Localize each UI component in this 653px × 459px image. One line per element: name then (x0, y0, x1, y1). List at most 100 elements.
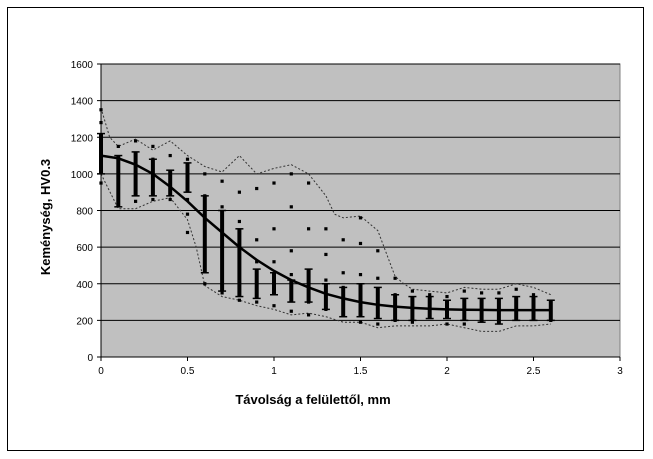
x-tick-label: 3 (617, 366, 623, 377)
data-point (237, 190, 241, 194)
data-point (497, 305, 501, 310)
data-point (462, 313, 466, 317)
data-point (203, 194, 207, 198)
data-point (480, 304, 484, 308)
data-point (237, 298, 241, 302)
data-point (497, 318, 501, 322)
data-point (341, 313, 345, 317)
data-point (445, 294, 449, 299)
data-point (289, 272, 293, 277)
y-tick-label: 1400 (71, 97, 94, 108)
data-point (549, 309, 553, 313)
data-point (272, 227, 276, 231)
data-point (203, 238, 207, 242)
y-tick-label: 800 (76, 207, 93, 218)
data-point (376, 294, 380, 299)
data-point (445, 304, 449, 308)
data-point (531, 293, 536, 297)
data-point (151, 197, 155, 202)
data-point (255, 260, 259, 264)
y-tick-label: 600 (76, 243, 93, 254)
data-point (462, 302, 466, 306)
data-point (358, 241, 363, 246)
data-point (393, 293, 397, 297)
data-point (307, 181, 311, 185)
data-point (549, 300, 553, 304)
data-point (307, 313, 311, 317)
data-point (358, 272, 363, 277)
x-tick-label: 1.5 (354, 366, 368, 377)
data-point (255, 274, 259, 279)
data-point (134, 183, 138, 187)
data-point (480, 291, 484, 295)
data-point (185, 230, 190, 235)
data-point (220, 252, 224, 257)
data-point (203, 260, 207, 264)
x-tick-label: 2.5 (527, 366, 541, 377)
data-point (410, 320, 414, 324)
data-point (220, 276, 224, 280)
data-point (324, 252, 328, 257)
data-point (445, 313, 449, 317)
data-point (272, 276, 276, 280)
data-point (116, 144, 120, 149)
data-point (324, 307, 328, 311)
data-point (410, 289, 414, 293)
data-point (428, 293, 432, 297)
y-tick-label: 1200 (71, 133, 94, 144)
y-tick-label: 200 (76, 316, 93, 327)
data-point (185, 172, 190, 176)
x-tick-label: 2 (444, 366, 450, 377)
data-point (376, 322, 380, 326)
data-point (272, 285, 276, 290)
data-point (289, 309, 293, 313)
y-tick-label: 400 (76, 280, 93, 291)
data-point (203, 212, 207, 216)
y-tick-label: 0 (87, 353, 93, 364)
data-point (393, 318, 397, 322)
data-point (220, 179, 224, 183)
data-point (549, 318, 553, 322)
data-point (428, 313, 432, 317)
data-point (480, 316, 484, 321)
x-tick-label: 0 (98, 366, 104, 377)
data-point (185, 185, 190, 189)
data-point (255, 287, 259, 291)
data-point (185, 212, 190, 216)
data-point (324, 227, 328, 231)
data-point (116, 190, 120, 194)
data-point (410, 300, 414, 304)
data-point (307, 227, 311, 231)
chart-frame: 0 200 400 600 800 1000 1200 1400 1600 0 0.5 1 1.5 2 2.… (7, 7, 644, 451)
data-point (376, 309, 380, 313)
data-point (203, 172, 207, 176)
lower-envelope-line (100, 173, 551, 332)
data-point (514, 287, 518, 291)
data-point (220, 205, 224, 209)
hardness-profile-chart: 0 200 400 600 800 1000 1200 1400 1600 0 0.5 1 1.5 2 2.… (38, 60, 623, 407)
data-point (289, 289, 293, 293)
data-point (151, 186, 155, 191)
data-point (134, 199, 138, 203)
data-point (393, 276, 397, 280)
data-point (514, 302, 518, 306)
data-point (358, 307, 363, 311)
x-tick-label: 0.5 (181, 366, 195, 377)
data-point (462, 289, 466, 293)
data-point (358, 291, 363, 295)
data-point (289, 205, 293, 209)
data-point (220, 227, 224, 231)
data-point (462, 322, 466, 326)
data-point (134, 153, 138, 158)
x-tick-label: 1 (271, 366, 277, 377)
data-point (307, 300, 311, 304)
data-point (341, 238, 345, 242)
data-point (307, 271, 311, 275)
data-point (220, 291, 224, 295)
upper-envelope-line (100, 107, 551, 296)
y-tick-label: 1000 (71, 170, 94, 181)
data-point (358, 320, 363, 324)
data-point (185, 157, 190, 161)
data-point (134, 168, 138, 172)
data-point (168, 153, 172, 158)
